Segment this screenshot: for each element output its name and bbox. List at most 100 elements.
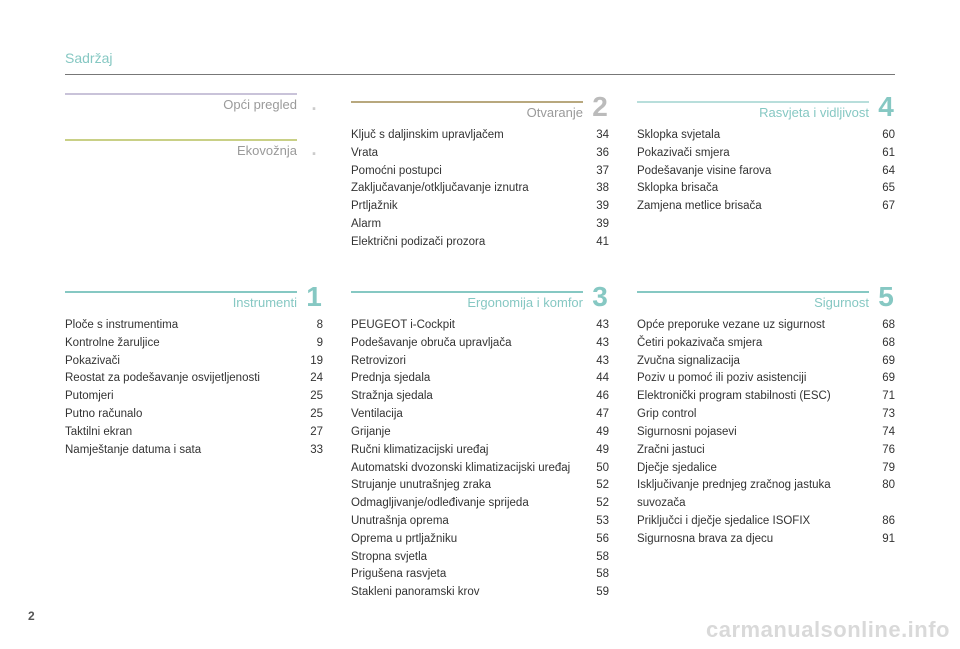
toc-item-label: Sigurnosna brava za djecu (637, 531, 874, 549)
toc-item[interactable]: Električni podizači prozora41 (351, 234, 609, 252)
toc-item-label: Putno računalo (65, 406, 302, 424)
toc-item[interactable]: Podešavanje obruča upravljača43 (351, 335, 609, 353)
toc-item[interactable]: Putno računalo25 (65, 406, 323, 424)
toc-item[interactable]: Strujanje unutrašnjeg zraka52 (351, 477, 609, 495)
toc-item-label: Automatski dvozonski klimatizacijski ure… (351, 460, 588, 478)
toc-item[interactable]: Sklopka svjetala60 (637, 127, 895, 145)
toc-item[interactable]: Pokazivači19 (65, 353, 323, 371)
toc-item[interactable]: Zaključavanje/otključavanje iznutra 38 (351, 180, 609, 198)
toc-item-label: Zaključavanje/otključavanje iznutra (351, 180, 588, 198)
toc-item[interactable]: Priključci i dječje sjedalice ISOFIX86 (637, 513, 895, 531)
toc-item-label: Ploče s instrumentima (65, 317, 309, 335)
section-heading: Opći pregled. (65, 93, 323, 113)
toc-item-label: Sklopka brisača (637, 180, 874, 198)
toc-item-label: Ventilacija (351, 406, 588, 424)
toc-item[interactable]: Prigušena rasvjeta58 (351, 566, 609, 584)
toc-item-label: Pokazivači smjera (637, 145, 874, 163)
toc-item-label: Sklopka svjetala (637, 127, 874, 145)
toc-item[interactable]: Ploče s instrumentima8 (65, 317, 323, 335)
toc-item-page: 49 (596, 424, 609, 442)
section-number: 1 (305, 283, 323, 311)
toc-item-page: 64 (882, 163, 895, 181)
toc-item-page: 58 (596, 549, 609, 567)
toc-item-label: Dječje sjedalice (637, 460, 874, 478)
section-title: Ekovožnja (237, 143, 297, 159)
toc-item[interactable]: Prednja sjedala44 (351, 370, 609, 388)
toc-item-page: 49 (596, 442, 609, 460)
toc-item[interactable]: Podešavanje visine farova64 (637, 163, 895, 181)
section-heading: Instrumenti1 (65, 283, 323, 311)
toc-item[interactable]: Odmagljivanje/odleđivanje sprijeda52 (351, 495, 609, 513)
toc-item[interactable]: Dječje sjedalice79 (637, 460, 895, 478)
toc-item-page: 47 (596, 406, 609, 424)
column-top-block: Opći pregled.Ekovožnja. (65, 93, 323, 283)
toc-item[interactable]: Sigurnosni pojasevi74 (637, 424, 895, 442)
toc-item-page: 44 (596, 370, 609, 388)
section-separator (351, 291, 583, 293)
page-title: Sadržaj (65, 50, 895, 66)
section-title: Ergonomija i komfor (467, 295, 583, 311)
toc-item[interactable]: Alarm39 (351, 216, 609, 234)
section-items: Sklopka svjetala60Pokazivači smjera61Pod… (637, 127, 895, 216)
toc-item-page: 56 (596, 531, 609, 549)
toc-item[interactable]: Kontrolne žaruljice9 (65, 335, 323, 353)
toc-item-page: 59 (596, 584, 609, 602)
toc-item[interactable]: Prtljažnik39 (351, 198, 609, 216)
toc-item[interactable]: Ventilacija 47 (351, 406, 609, 424)
toc-item-label: Zračni jastuci (637, 442, 874, 460)
toc-item-page: 25 (310, 388, 323, 406)
toc-item-page: 38 (596, 180, 609, 198)
toc-item[interactable]: Opće preporuke vezane uz sigurnost68 (637, 317, 895, 335)
toc-item[interactable]: Ključ s daljinskim upravljačem34 (351, 127, 609, 145)
toc-item[interactable]: Sklopka brisača65 (637, 180, 895, 198)
toc-item[interactable]: Pomoćni postupci37 (351, 163, 609, 181)
toc-item[interactable]: Stražnja sjedala46 (351, 388, 609, 406)
toc-item[interactable]: Vrata36 (351, 145, 609, 163)
toc-item[interactable]: Isključivanje prednjeg zračnog jastuka s… (637, 477, 895, 513)
toc-section: Rasvjeta i vidljivost4Sklopka svjetala60… (637, 93, 895, 216)
toc-item-label: Priključci i dječje sjedalice ISOFIX (637, 513, 874, 531)
section-separator (65, 139, 297, 141)
toc-item[interactable]: Taktilni ekran27 (65, 424, 323, 442)
toc-item-label: Sigurnosni pojasevi (637, 424, 874, 442)
section-heading: Sigurnost5 (637, 283, 895, 311)
toc-item[interactable]: Stakleni panoramski krov59 (351, 584, 609, 602)
toc-item[interactable]: Elektronički program stabilnosti (ESC)71 (637, 388, 895, 406)
toc-item[interactable]: Putomjeri 25 (65, 388, 323, 406)
toc-item-page: 69 (882, 370, 895, 388)
toc-item[interactable]: Zračni jastuci76 (637, 442, 895, 460)
toc-item-label: Odmagljivanje/odleđivanje sprijeda (351, 495, 588, 513)
toc-item-page: 50 (596, 460, 609, 478)
section-separator (637, 101, 869, 103)
toc-item[interactable]: Poziv u pomoć ili poziv asistenciji69 (637, 370, 895, 388)
toc-item-label: Kontrolne žaruljice (65, 335, 309, 353)
toc-item[interactable]: Ručni klimatizacijski uređaj49 (351, 442, 609, 460)
toc-item-page: 43 (596, 317, 609, 335)
toc-item[interactable]: Zamjena metlice brisača67 (637, 198, 895, 216)
toc-item[interactable]: Četiri pokazivača smjera68 (637, 335, 895, 353)
toc-item-page: 68 (882, 317, 895, 335)
toc-item[interactable]: Grip control73 (637, 406, 895, 424)
section-items: Ključ s daljinskim upravljačem34Vrata36P… (351, 127, 609, 252)
toc-item[interactable]: Oprema u prtljažniku56 (351, 531, 609, 549)
toc-item[interactable]: PEUGEOT i-Cockpit43 (351, 317, 609, 335)
toc-item[interactable]: Stropna svjetla58 (351, 549, 609, 567)
toc-item[interactable]: Retrovizori43 (351, 353, 609, 371)
toc-item[interactable]: Automatski dvozonski klimatizacijski ure… (351, 460, 609, 478)
toc-item-label: Pomoćni postupci (351, 163, 588, 181)
toc-item[interactable]: Pokazivači smjera61 (637, 145, 895, 163)
toc-item-page: 39 (596, 216, 609, 234)
toc-item-page: 80 (882, 477, 895, 495)
toc-item-label: Putomjeri (65, 388, 302, 406)
toc-item[interactable]: Namještanje datuma i sata33 (65, 442, 323, 460)
section-number: 5 (877, 283, 895, 311)
toc-item[interactable]: Reostat za podešavanje osvijetljenosti24 (65, 370, 323, 388)
toc-item[interactable]: Zvučna signalizacija69 (637, 353, 895, 371)
toc-item[interactable]: Unutrašnja oprema53 (351, 513, 609, 531)
toc-item[interactable]: Sigurnosna brava za djecu91 (637, 531, 895, 549)
toc-section: Opći pregled. (65, 93, 323, 113)
toc-item[interactable]: Grijanje49 (351, 424, 609, 442)
toc-item-label: Električni podizači prozora (351, 234, 588, 252)
toc-item-page: 33 (310, 442, 323, 460)
toc-item-page: 19 (310, 353, 323, 371)
